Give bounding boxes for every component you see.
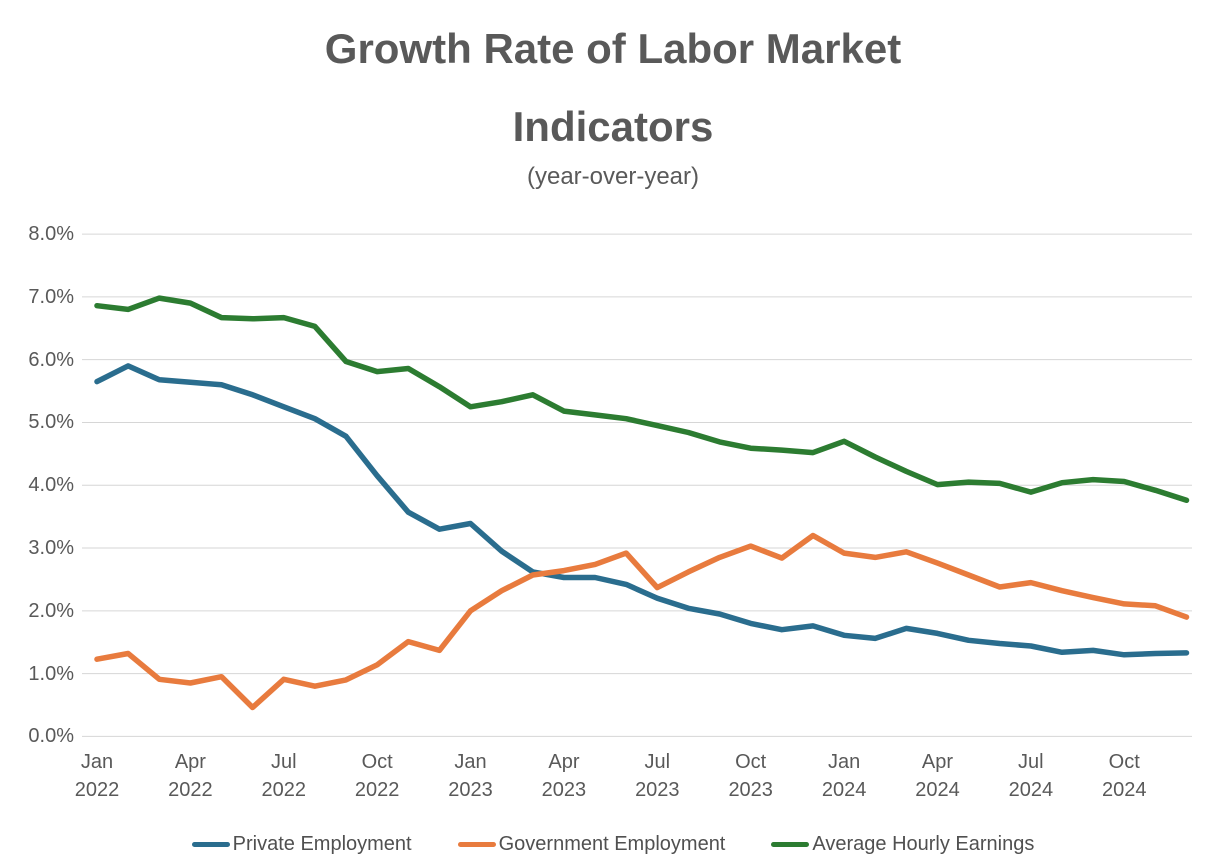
x-tick-label: Jan 2023 — [426, 748, 516, 804]
y-tick-label: 0.0% — [28, 725, 74, 748]
x-tick-label: Oct 2022 — [332, 748, 422, 804]
x-tick-year: 2023 — [635, 779, 680, 801]
x-tick-month: Jan — [454, 751, 487, 773]
x-tick-month: Apr — [174, 751, 206, 773]
x-tick-month: Jul — [1018, 751, 1044, 773]
legend-label: Government Employment — [498, 833, 726, 855]
x-tick-label: Oct 2023 — [706, 748, 796, 804]
legend-swatch — [191, 842, 230, 847]
y-tick-label: 2.0% — [28, 599, 74, 622]
x-tick-label: Oct 2024 — [1079, 748, 1169, 804]
x-tick-label: Jan 2024 — [799, 748, 889, 804]
y-tick-label: 4.0% — [28, 474, 74, 497]
x-tick-label: Apr 2022 — [145, 748, 235, 804]
x-tick-year: 2022 — [261, 779, 307, 801]
x-tick-year: 2023 — [541, 779, 587, 801]
series-line-average-hourly-earnings — [94, 295, 1190, 504]
x-tick-year: 2022 — [354, 779, 400, 801]
x-tick-label: Jul 2024 — [986, 748, 1076, 804]
x-tick-label: Jul 2023 — [612, 748, 702, 804]
x-tick-label: Apr 2024 — [892, 748, 982, 804]
legend-item-private-employment: Private Employment — [191, 833, 412, 856]
x-tick-month: Apr — [921, 751, 954, 773]
legend-item-average-hourly-earnings: Average Hourly Earnings — [771, 833, 1034, 856]
legend: Private Employment Government Employment A… — [0, 833, 1226, 856]
x-tick-month: Jan — [827, 751, 861, 773]
y-tick-label: 8.0% — [28, 223, 74, 246]
series-line-private-employment — [94, 363, 1190, 658]
chart-title: Growth Rate of Labor Market Indicators — [324, 25, 902, 150]
y-tick-label: 3.0% — [28, 537, 74, 560]
x-tick-month: Oct — [735, 751, 767, 773]
legend-swatch — [457, 842, 496, 847]
x-tick-label: Apr 2023 — [519, 748, 609, 804]
x-tick-year: 2024 — [821, 779, 867, 801]
x-tick-year: 2024 — [1101, 779, 1147, 801]
x-tick-year: 2024 — [915, 779, 960, 801]
legend-item-government-employment: Government Employment — [457, 833, 726, 856]
x-tick-year: 2023 — [728, 779, 773, 801]
x-tick-month: Jul — [644, 751, 671, 773]
x-tick-label: Jul 2022 — [239, 748, 329, 804]
x-tick-year: 2023 — [448, 779, 493, 801]
x-tick-year: 2024 — [1008, 779, 1054, 801]
y-tick-label: 1.0% — [28, 662, 74, 685]
y-tick-label: 5.0% — [28, 411, 74, 434]
x-tick-year: 2022 — [74, 779, 120, 801]
x-tick-month: Jul — [270, 751, 297, 773]
legend-label: Average Hourly Earnings — [812, 833, 1035, 855]
legend-label: Private Employment — [232, 833, 412, 855]
y-tick-label: 7.0% — [28, 285, 74, 308]
y-tick-label: 6.0% — [28, 348, 74, 371]
x-tick-label: Jan 2022 — [52, 748, 142, 804]
legend-swatch — [771, 842, 810, 847]
x-tick-month: Apr — [548, 751, 580, 773]
chart-subtitle: (year-over-year) — [526, 163, 700, 190]
x-tick-year: 2022 — [168, 779, 213, 801]
x-tick-month: Oct — [1108, 751, 1140, 773]
series-line-government-employment — [94, 532, 1190, 711]
x-tick-month: Jan — [80, 751, 114, 773]
x-tick-month: Oct — [361, 751, 393, 773]
